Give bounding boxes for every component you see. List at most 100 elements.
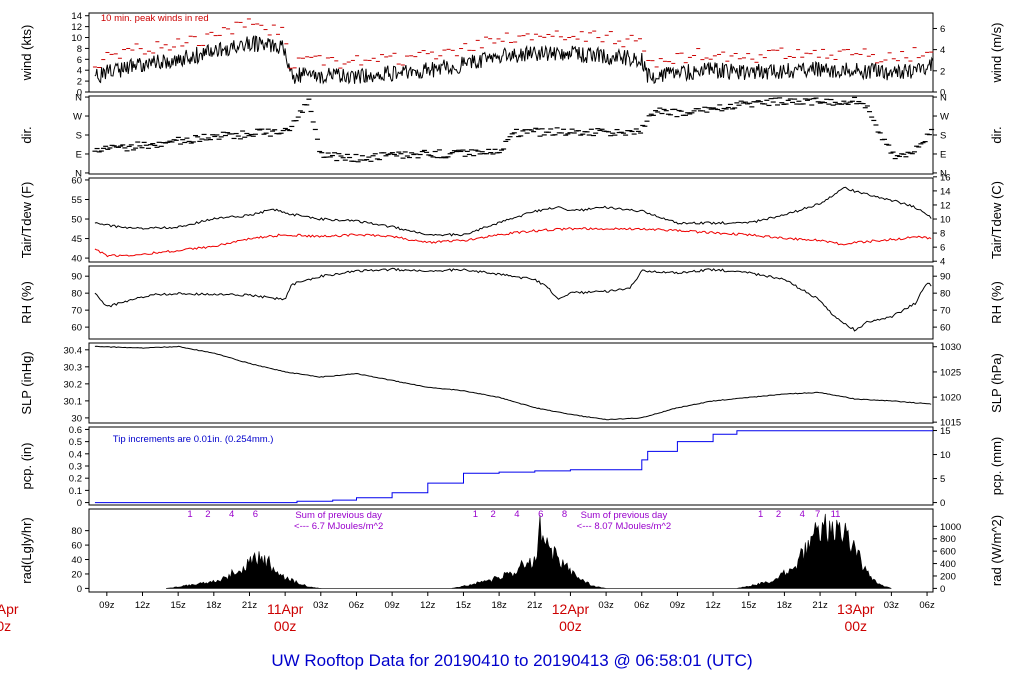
day-label-date: 11Apr <box>267 601 304 617</box>
chart-title: UW Rooftop Data for 20190410 to 20190413… <box>271 651 752 670</box>
radiation-hour-mark: 2 <box>205 509 210 520</box>
peak-wind-dashes <box>92 18 934 69</box>
ytick-label-left-wind: 12 <box>71 22 82 33</box>
ylabel-right-temp: Tair/Tdew (C) <box>989 181 1004 259</box>
ytick-label-left-wind: 2 <box>77 77 82 88</box>
ytick-label-right-rad: 200 <box>940 571 956 582</box>
ytick-label-left-pcp: 0.3 <box>69 462 82 473</box>
ytick-label-right-wind: 4 <box>940 45 945 56</box>
day-label-date: 13Apr <box>837 601 875 617</box>
ytick-label-right-temp: 6 <box>940 243 945 254</box>
ytick-label-right-slp: 1025 <box>940 367 961 378</box>
ytick-label-left-pcp: 0 <box>77 498 82 509</box>
xtick-label: 21z <box>242 600 258 611</box>
ytick-label-left-pcp: 0.5 <box>69 437 82 448</box>
ytick-label-right-dir: N <box>940 93 947 104</box>
day-label-hour: 00z <box>844 618 867 634</box>
day-label-date: 12Apr <box>552 601 590 617</box>
xtick-label: 03z <box>598 600 614 611</box>
xtick-label: 09z <box>670 600 686 611</box>
series-line-temp-0 <box>94 186 932 237</box>
radiation-hour-mark: 4 <box>800 509 805 520</box>
ytick-label-right-wind: 2 <box>940 66 945 77</box>
annotation-pcp: Tip increments are 0.01in. (0.254mm.) <box>113 434 274 445</box>
series-line-slp-0 <box>94 345 932 421</box>
ylabel-right-wind: wind (m/s) <box>989 23 1004 84</box>
radiation-hour-mark: 6 <box>538 509 543 520</box>
xtick-label: 18z <box>206 600 222 611</box>
ytick-label-left-rad: 0 <box>77 584 82 595</box>
ytick-label-left-rad: 60 <box>71 541 82 552</box>
ylabel-right-rh: RH (%) <box>989 281 1004 324</box>
ylabel-right-slp: SLP (hPa) <box>989 353 1004 413</box>
ytick-label-left-dir: E <box>76 149 82 160</box>
xtick-label: 21z <box>812 600 828 611</box>
xtick-label: 12z <box>705 600 721 611</box>
ytick-label-left-dir: W <box>73 112 82 123</box>
ytick-label-right-rh: 60 <box>940 323 951 334</box>
ytick-label-right-rh: 70 <box>940 306 951 317</box>
radiation-hour-mark: 8 <box>562 509 567 520</box>
radiation-hour-mark: 7 <box>815 509 820 520</box>
radiation-hour-mark: 1 <box>187 509 192 520</box>
radiation-hour-mark: 11 <box>831 509 841 520</box>
xtick-label: 15z <box>170 600 186 611</box>
ytick-label-right-dir: E <box>940 149 946 160</box>
xtick-label: 12z <box>135 600 151 611</box>
ytick-label-right-temp: 16 <box>940 172 951 183</box>
panel-frame-rh <box>88 265 934 340</box>
xtick-label: 06z <box>919 600 935 611</box>
ytick-label-right-dir: N <box>940 168 947 179</box>
ytick-label-right-temp: 8 <box>940 229 945 240</box>
ytick-label-left-slp: 30.1 <box>64 396 83 407</box>
xtick-label: 06z <box>634 600 650 611</box>
daily-total-value: <--- 8.07 MJoules/m^2 <box>577 521 671 532</box>
day-label-date: 10Apr <box>0 601 19 617</box>
ytick-label-left-temp: 55 <box>71 195 82 206</box>
xtick-label: 09z <box>384 600 400 611</box>
xtick-label: 18z <box>491 600 507 611</box>
direction-dashes <box>92 96 935 163</box>
ylabel-left-rad: rad(Lgly/hr) <box>19 517 34 583</box>
ytick-label-left-wind: 0 <box>77 88 82 99</box>
ytick-label-right-wind: 6 <box>940 24 945 35</box>
radiation-hour-mark: 4 <box>229 509 234 520</box>
ytick-label-left-rad: 40 <box>71 555 82 566</box>
ylabel-left-wind: wind (kts) <box>19 25 34 82</box>
ytick-label-right-rh: 90 <box>940 272 951 283</box>
ytick-label-left-rh: 70 <box>71 306 82 317</box>
ytick-label-left-rh: 60 <box>71 323 82 334</box>
ytick-label-right-slp: 1030 <box>940 342 961 353</box>
xtick-label: 21z <box>527 600 543 611</box>
series-line-temp-1 <box>94 227 932 258</box>
ytick-label-left-pcp: 0.2 <box>69 474 82 485</box>
ylabel-left-slp: SLP (inHg) <box>19 351 34 414</box>
ytick-label-left-rh: 80 <box>71 289 82 300</box>
ytick-label-left-rad: 80 <box>71 526 82 537</box>
ytick-label-left-wind: 10 <box>71 33 82 44</box>
ytick-label-left-wind: 14 <box>71 11 82 22</box>
ytick-label-right-slp: 1015 <box>940 418 961 429</box>
ylabel-left-dir: dir. <box>19 126 34 143</box>
radiation-area <box>166 513 892 589</box>
panel-frame-wind <box>88 12 934 93</box>
ylabel-right-rad: rad (W/m^2) <box>989 515 1004 586</box>
radiation-hour-mark: 2 <box>491 509 496 520</box>
daily-total-label: Sum of previous day <box>295 510 382 521</box>
ytick-label-left-slp: 30.3 <box>64 362 83 373</box>
ytick-label-left-dir: N <box>75 93 82 104</box>
ytick-label-left-slp: 30.4 <box>64 345 83 356</box>
ytick-label-left-temp: 45 <box>71 234 82 245</box>
precip-line <box>94 430 933 504</box>
ytick-label-right-rad: 600 <box>940 547 956 558</box>
ytick-label-left-pcp: 0.4 <box>69 449 82 460</box>
xtick-label: 03z <box>884 600 900 611</box>
ytick-label-left-dir: S <box>76 131 82 142</box>
xtick-label: 12z <box>420 600 436 611</box>
ytick-label-left-dir: N <box>75 168 82 179</box>
ylabel-right-pcp: pcp. (mm) <box>989 437 1004 496</box>
xtick-label: 18z <box>777 600 793 611</box>
ytick-label-right-rad: 1000 <box>940 522 961 533</box>
ytick-label-right-rh: 80 <box>940 289 951 300</box>
